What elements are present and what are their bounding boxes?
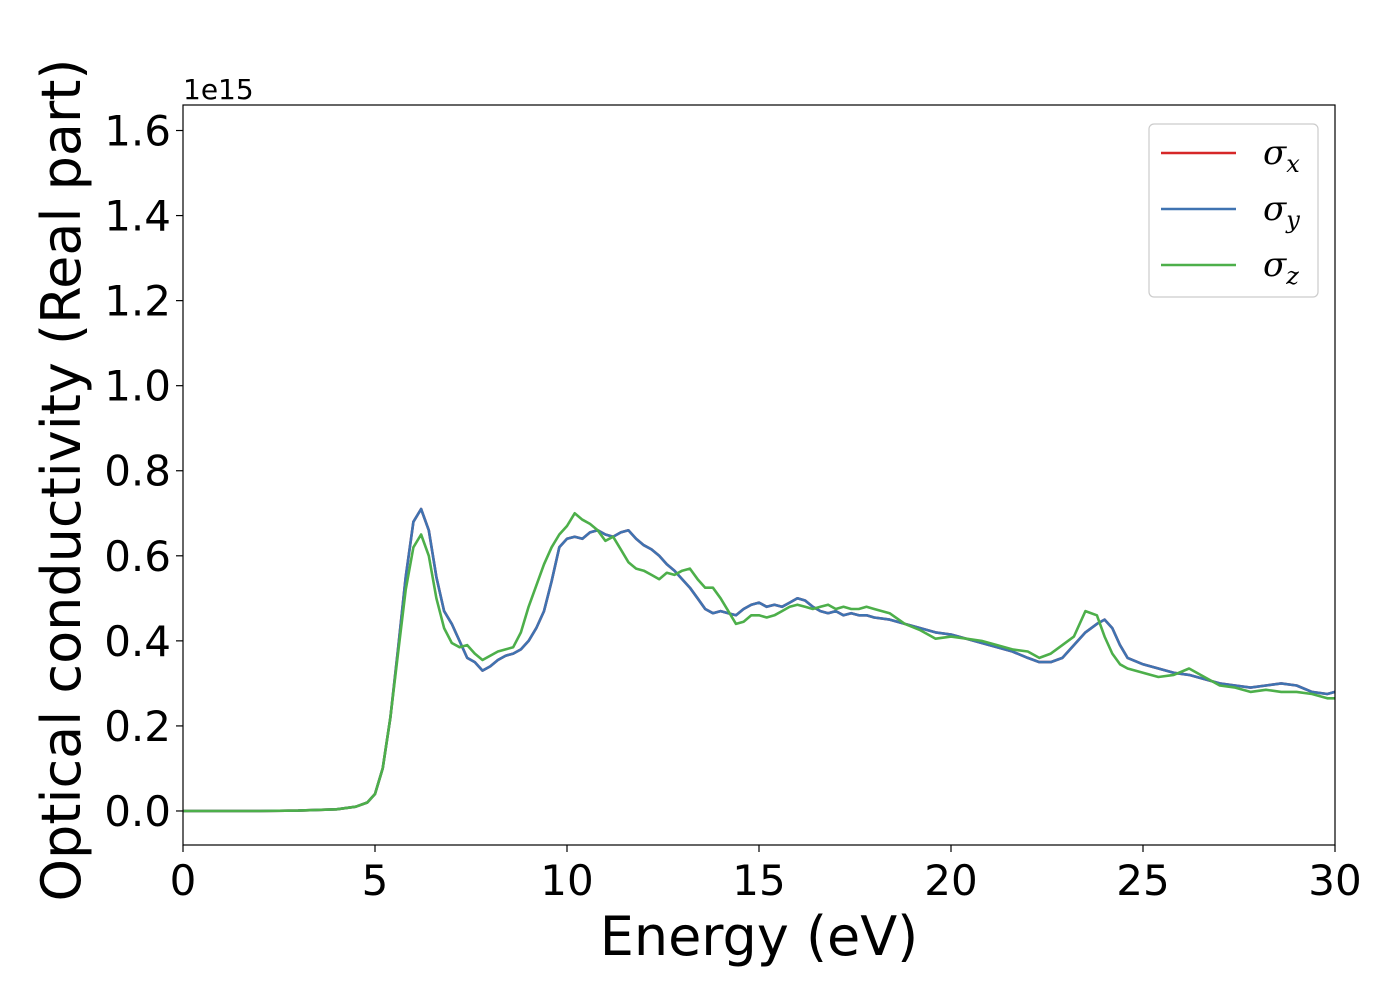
- legend: σx σy σz: [1148, 123, 1319, 298]
- legend-label-x: σx: [1263, 133, 1300, 178]
- y-tick-label: 0.2: [104, 702, 171, 751]
- plot-frame: [182, 104, 1336, 846]
- y-tick-label: 0.4: [104, 617, 171, 666]
- x-tick-label: 20: [924, 856, 977, 905]
- x-tick-label: 0: [170, 856, 197, 905]
- y-axis-label: Optical conductivity (Real part): [30, 59, 93, 902]
- legend-label-z: σz: [1263, 245, 1299, 290]
- x-tick-label: 15: [732, 856, 785, 905]
- y-tick-label: 0.8: [104, 447, 171, 496]
- legend-box: [1148, 123, 1319, 298]
- y-tick-label: 0.0: [104, 787, 171, 836]
- series-line-z: [183, 511, 1335, 813]
- x-tick-label: 5: [362, 856, 389, 905]
- y-tick-label: 1.2: [104, 277, 171, 326]
- y-axis-offset-label: 1e15: [183, 73, 254, 106]
- legend-label-y: σy: [1263, 189, 1300, 234]
- y-tick-label: 1.6: [104, 107, 171, 156]
- x-tick-label: 30: [1308, 856, 1361, 905]
- x-tick-label: 10: [540, 856, 593, 905]
- y-tick-label: 1.4: [104, 192, 171, 241]
- y-tick-label: 1.0: [104, 362, 171, 411]
- y-axis-ticks: 0.0 0.2 0.4 0.6 0.8 1.0 1.2 1.4 1.6: [104, 107, 183, 836]
- x-axis-ticks: 0 5 10 15 20 25 30: [170, 845, 1362, 905]
- x-axis-label: Energy (eV): [600, 905, 919, 968]
- x-tick-label: 25: [1116, 856, 1169, 905]
- y-tick-label: 0.6: [104, 532, 171, 581]
- series-layer: [183, 507, 1336, 813]
